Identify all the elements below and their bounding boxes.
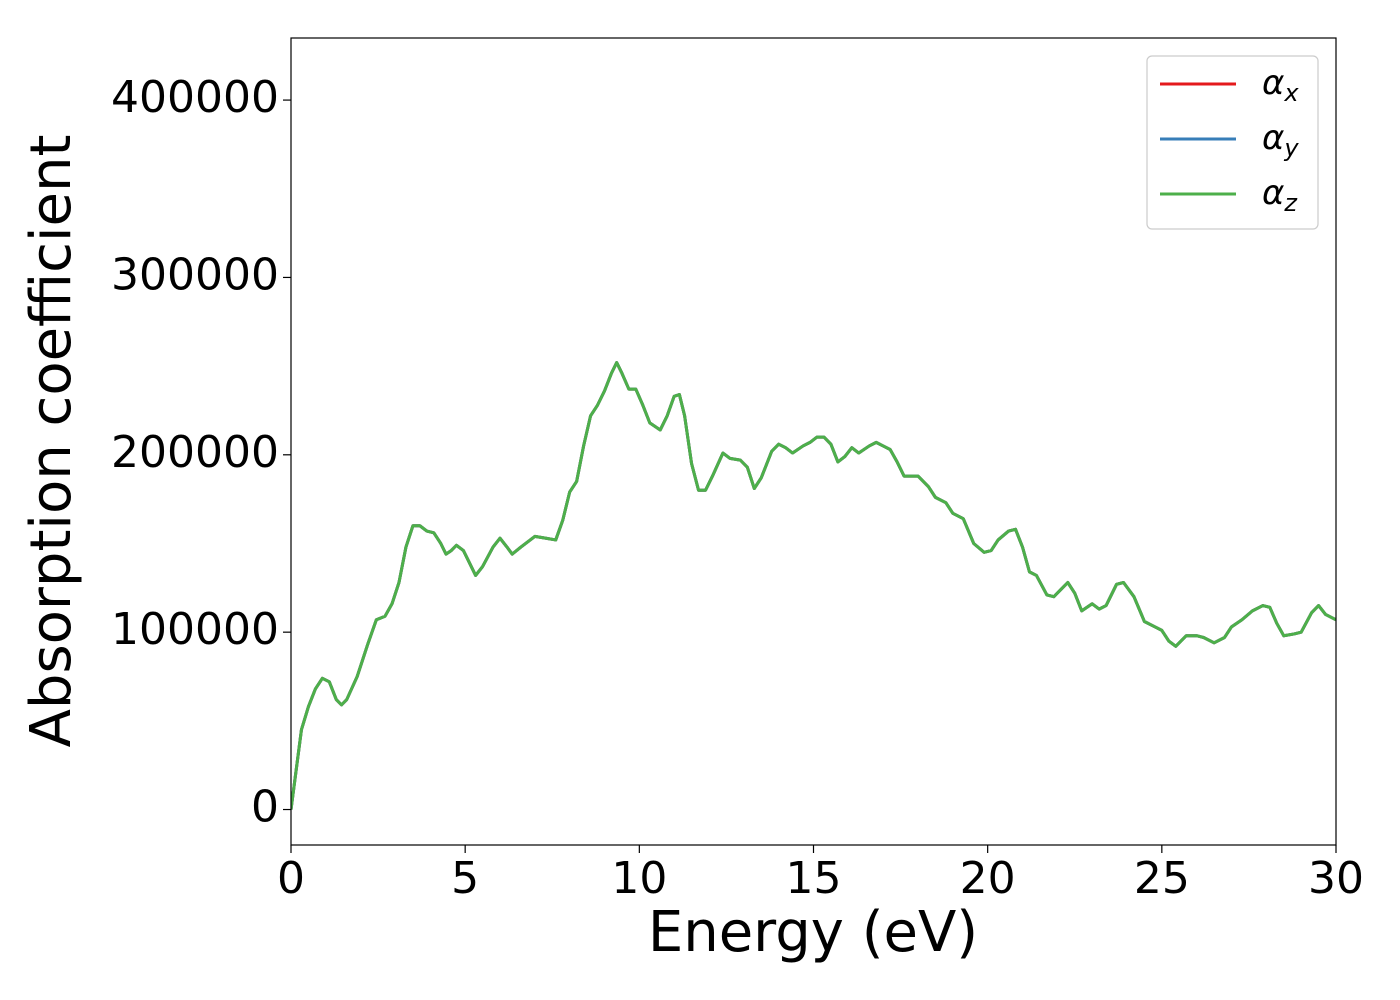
legend-box <box>1146 55 1319 230</box>
y-tick-label: 300000 <box>111 249 279 300</box>
plot-frame <box>290 37 1337 846</box>
data-line <box>291 361 1336 810</box>
x-tick-label: 10 <box>611 853 667 904</box>
y-tick-label: 400000 <box>111 72 279 123</box>
y-tick-label: 100000 <box>111 604 279 655</box>
x-axis-label: Energy (eV) <box>648 900 978 965</box>
x-tick-label: 30 <box>1308 853 1364 904</box>
data-line <box>291 361 1336 810</box>
x-tick-label: 15 <box>786 853 842 904</box>
y-axis-label: Absorption coefficient <box>19 135 84 748</box>
x-tick-label: 25 <box>1134 853 1190 904</box>
legend-label: αz <box>1262 173 1298 218</box>
y-tick-label: 200000 <box>111 427 279 478</box>
data-line <box>291 361 1336 810</box>
x-tick-label: 5 <box>451 853 479 904</box>
x-tick-label: 20 <box>960 853 1016 904</box>
x-tick-label: 0 <box>277 853 305 904</box>
legend-label: αx <box>1262 63 1299 108</box>
legend-label: αy <box>1262 118 1299 163</box>
y-tick-label: 0 <box>251 782 279 833</box>
